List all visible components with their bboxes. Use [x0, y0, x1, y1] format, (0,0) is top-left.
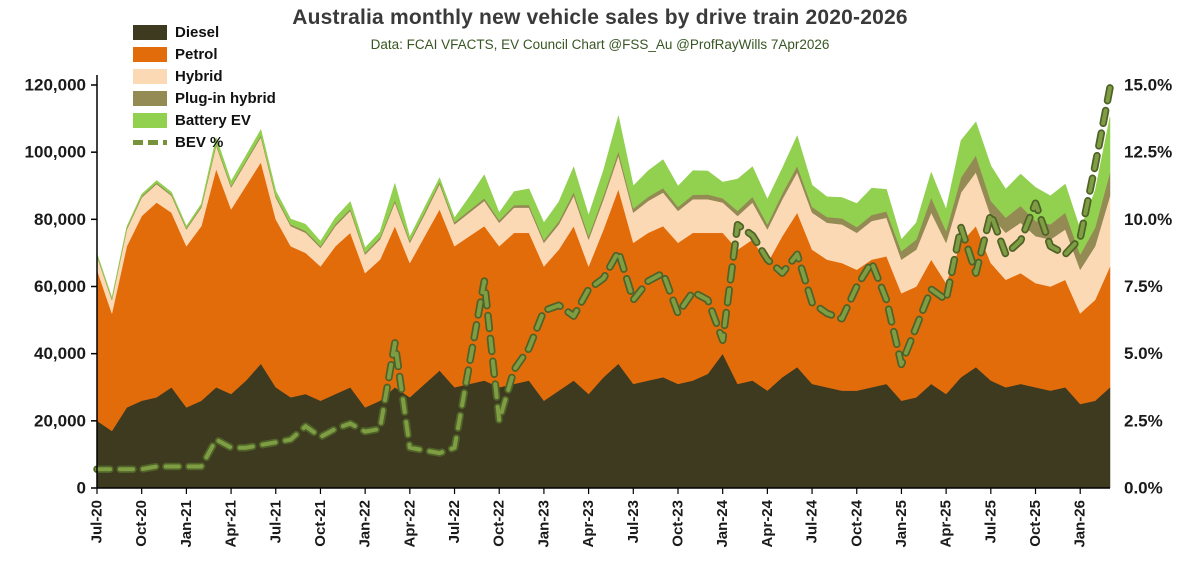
x-axis-tick-label: Jul-20 [89, 500, 106, 543]
x-axis-tick-label: Jan-23 [535, 500, 552, 548]
x-axis-tick-label: Oct-25 [1027, 500, 1044, 547]
y-axis-tick-label: 40,000 [34, 344, 86, 363]
x-axis-tick-label: Jul-23 [625, 500, 642, 543]
x-axis-tick-label: Jan-26 [1072, 500, 1089, 548]
x-axis-tick-label: Apr-25 [938, 500, 955, 548]
right-axis-tick-label: 2.5% [1124, 411, 1163, 430]
x-axis-tick-label: Oct-20 [133, 500, 150, 547]
x-axis-tick-label: Apr-23 [580, 500, 597, 548]
legend-item-plug-in-hybrid: Plug-in hybrid [133, 87, 276, 109]
x-axis-tick-label: Jul-22 [446, 500, 463, 543]
x-axis-tick-label: Apr-24 [759, 499, 776, 547]
chart-title: Australia monthly new vehicle sales by d… [292, 6, 908, 29]
legend-item-hybrid: Hybrid [133, 65, 276, 87]
legend-swatch-bev-pct-dash-icon [133, 139, 167, 145]
x-axis-tick-label: Jul-24 [804, 499, 821, 543]
y-axis-tick-label: 100,000 [25, 143, 86, 162]
legend-swatch-petrol [133, 46, 167, 62]
legend-label-battery-ev: Battery EV [175, 111, 251, 129]
legend-label-hybrid: Hybrid [175, 67, 223, 85]
y-axis-tick-label: 0 [77, 479, 86, 498]
right-axis-tick-label: 0.0% [1124, 479, 1163, 498]
legend-item-diesel: Diesel [133, 21, 276, 43]
x-axis-tick-label: Jul-21 [267, 500, 284, 543]
legend-swatch-plug-in-hybrid [133, 90, 167, 106]
legend-label-plug-in-hybrid: Plug-in hybrid [175, 89, 276, 107]
x-axis-tick-label: Oct-23 [670, 500, 687, 547]
y-axis-tick-label: 60,000 [34, 277, 86, 296]
x-axis-tick-label: Jan-25 [893, 500, 910, 548]
right-axis-tick-label: 10.0% [1124, 210, 1172, 229]
x-axis-tick-label: Jan-22 [357, 500, 374, 548]
legend: Diesel Petrol Hybrid Plug-in hybrid Batt… [133, 21, 276, 153]
legend-swatch-diesel [133, 24, 167, 40]
legend-item-petrol: Petrol [133, 43, 276, 65]
bev-pct-line [95, 85, 1112, 472]
x-axis-tick-label: Jan-24 [714, 499, 731, 547]
legend-swatch-battery-ev [133, 112, 167, 128]
x-axis-tick-label: Oct-21 [312, 500, 329, 547]
right-axis-tick-label: 12.5% [1124, 143, 1172, 162]
chart-subtitle: Data: FCAI VFACTS, EV Council Chart @FSS… [370, 37, 830, 52]
legend-item-battery-ev: Battery EV [133, 109, 276, 131]
y-axis-tick-label: 80,000 [34, 210, 86, 229]
legend-label-diesel: Diesel [175, 23, 220, 41]
x-axis-tick-label: Oct-24 [848, 499, 865, 546]
x-axis-tick-label: Apr-22 [401, 500, 418, 548]
legend-swatch-hybrid [133, 68, 167, 84]
right-axis-tick-label: 5.0% [1124, 344, 1163, 363]
x-axis-tick-label: Jan-21 [178, 500, 195, 548]
right-axis-tick-label: 7.5% [1124, 277, 1163, 296]
legend-label-petrol: Petrol [175, 45, 218, 63]
area-battery-ev [96, 115, 1111, 300]
legend-label-bev-pct: BEV % [175, 133, 224, 151]
x-axis-tick-label: Oct-22 [491, 500, 508, 547]
right-axis-tick-label: 15.0% [1124, 76, 1172, 95]
y-axis-tick-label: 20,000 [34, 411, 86, 430]
legend-item-bev-pct: BEV % [133, 131, 276, 153]
y-axis-tick-label: 120,000 [25, 76, 86, 95]
x-axis-tick-label: Apr-21 [223, 500, 240, 548]
x-axis-tick-label: Jul-25 [982, 500, 999, 543]
